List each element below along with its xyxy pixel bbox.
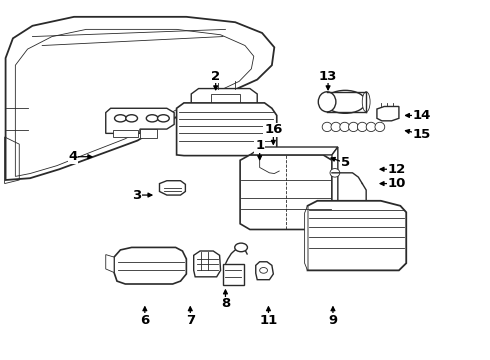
Polygon shape bbox=[194, 251, 220, 277]
Polygon shape bbox=[240, 155, 332, 229]
Text: 7: 7 bbox=[186, 314, 195, 327]
Ellipse shape bbox=[318, 92, 336, 112]
Bar bbox=[113, 130, 138, 137]
Text: 4: 4 bbox=[69, 150, 77, 163]
Ellipse shape bbox=[260, 267, 268, 273]
Polygon shape bbox=[191, 89, 257, 108]
Polygon shape bbox=[269, 148, 290, 160]
Bar bbox=[211, 94, 240, 103]
Polygon shape bbox=[106, 255, 114, 273]
Ellipse shape bbox=[375, 122, 385, 132]
Text: 2: 2 bbox=[211, 69, 220, 82]
Ellipse shape bbox=[147, 115, 158, 122]
Text: 1: 1 bbox=[255, 139, 264, 152]
Ellipse shape bbox=[261, 171, 273, 178]
Polygon shape bbox=[377, 107, 399, 121]
Polygon shape bbox=[305, 206, 308, 270]
Polygon shape bbox=[250, 147, 338, 155]
Text: 14: 14 bbox=[413, 109, 431, 122]
Text: 9: 9 bbox=[328, 314, 338, 327]
Ellipse shape bbox=[348, 122, 358, 132]
Ellipse shape bbox=[366, 122, 376, 132]
Ellipse shape bbox=[362, 92, 370, 112]
Polygon shape bbox=[106, 108, 174, 134]
Polygon shape bbox=[159, 181, 185, 195]
Ellipse shape bbox=[357, 122, 367, 132]
Text: 11: 11 bbox=[259, 314, 277, 327]
Text: 16: 16 bbox=[264, 123, 283, 136]
Polygon shape bbox=[176, 103, 277, 156]
Ellipse shape bbox=[322, 122, 332, 132]
Ellipse shape bbox=[158, 115, 169, 122]
Ellipse shape bbox=[325, 90, 366, 113]
Text: 3: 3 bbox=[132, 189, 141, 202]
Text: 6: 6 bbox=[140, 314, 149, 327]
Text: 13: 13 bbox=[319, 69, 337, 82]
Ellipse shape bbox=[115, 115, 126, 122]
Polygon shape bbox=[308, 201, 406, 270]
Text: 5: 5 bbox=[341, 156, 350, 169]
Bar bbox=[140, 129, 157, 138]
Text: 15: 15 bbox=[413, 127, 431, 141]
Bar bbox=[223, 264, 244, 285]
Polygon shape bbox=[114, 247, 186, 284]
Text: 12: 12 bbox=[387, 163, 406, 176]
Ellipse shape bbox=[331, 122, 341, 132]
Polygon shape bbox=[332, 147, 338, 224]
Ellipse shape bbox=[330, 168, 340, 177]
Polygon shape bbox=[256, 262, 273, 280]
Ellipse shape bbox=[340, 122, 349, 132]
Ellipse shape bbox=[126, 115, 138, 122]
Text: 8: 8 bbox=[221, 297, 230, 310]
Text: 10: 10 bbox=[387, 177, 406, 190]
Ellipse shape bbox=[235, 243, 247, 252]
